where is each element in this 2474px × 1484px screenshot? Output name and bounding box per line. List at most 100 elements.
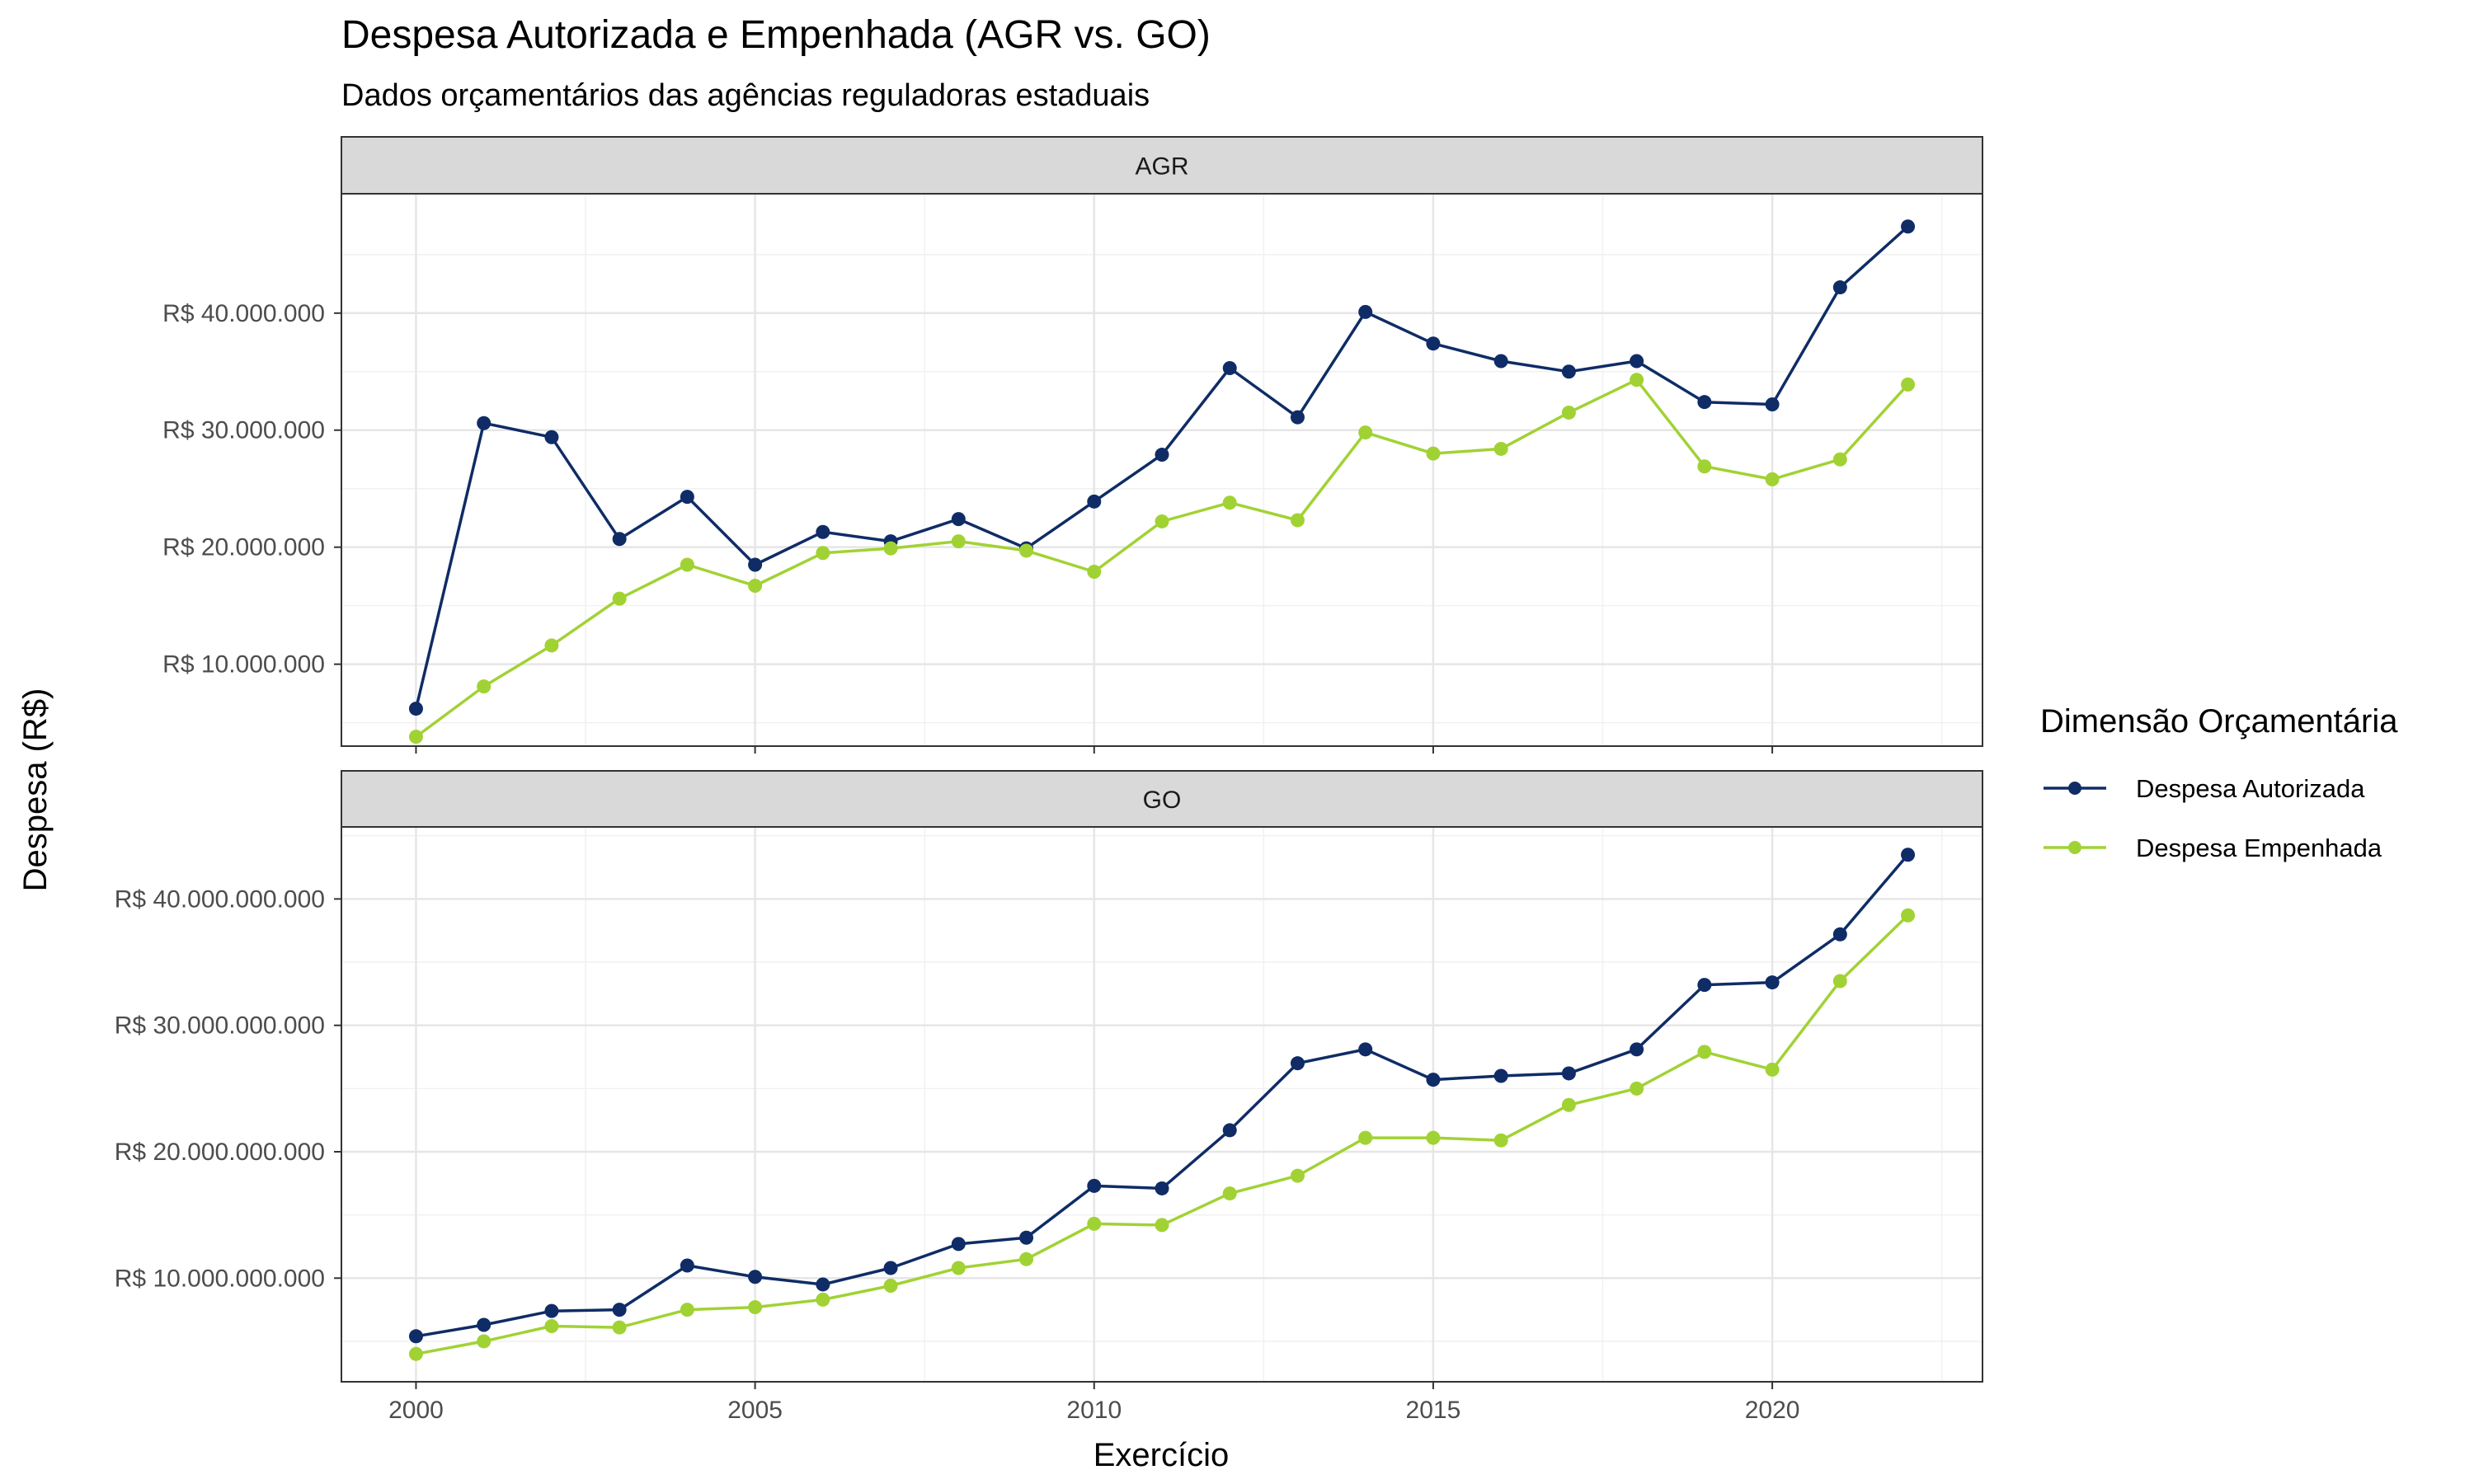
data-point-autorizada [951, 512, 966, 527]
data-point-empenhada [1697, 459, 1712, 474]
strip-label-go: GO [1143, 787, 1182, 814]
data-point-empenhada [1901, 377, 1916, 392]
data-point-autorizada [1901, 219, 1916, 234]
data-point-autorizada [1222, 361, 1237, 376]
panel-go: GO R$ 10.000.000.000 R$ 20.000.000.000 R$ 3… [115, 770, 1983, 1424]
y-tick-label: R$ 20.000.000 [162, 534, 325, 561]
data-point-empenhada [544, 638, 559, 653]
y-tick-label: R$ 40.000.000.000 [115, 885, 325, 913]
data-point-empenhada [951, 1261, 966, 1275]
data-point-autorizada [883, 1261, 898, 1275]
strip-label-agr: AGR [1135, 153, 1188, 181]
strip-agr [341, 136, 1983, 195]
data-point-empenhada [1630, 373, 1644, 387]
data-point-autorizada [1697, 395, 1712, 410]
data-point-empenhada [1019, 543, 1034, 558]
data-point-empenhada [544, 1319, 559, 1334]
data-point-empenhada [1155, 1218, 1169, 1233]
data-point-empenhada [1493, 1133, 1508, 1148]
data-point-autorizada [1765, 397, 1780, 412]
data-point-empenhada [1426, 446, 1441, 461]
x-tick-label: 2005 [727, 1397, 783, 1424]
chart-title: Despesa Autorizada e Empenhada (AGR vs. … [341, 13, 1211, 57]
data-point-autorizada [816, 524, 830, 539]
data-point-empenhada [1155, 514, 1169, 528]
data-point-autorizada [1087, 1178, 1102, 1193]
data-point-autorizada [1155, 448, 1169, 463]
data-point-autorizada [1630, 354, 1644, 369]
data-point-autorizada [1697, 978, 1712, 993]
data-point-autorizada [1493, 1068, 1508, 1083]
data-point-autorizada [1358, 1042, 1373, 1057]
x-tick-label: 2000 [388, 1397, 444, 1424]
data-point-empenhada [1222, 495, 1237, 510]
panel-background [341, 827, 1982, 1382]
data-point-empenhada [1426, 1130, 1441, 1145]
data-point-autorizada [1290, 410, 1305, 425]
data-point-empenhada [1222, 1186, 1237, 1201]
x-tick-label: 2020 [1745, 1397, 1800, 1424]
data-point-empenhada [1901, 908, 1916, 923]
data-point-empenhada [1358, 425, 1373, 440]
data-point-autorizada [1901, 848, 1916, 862]
data-point-autorizada [816, 1277, 830, 1292]
x-tick-label: 2010 [1066, 1397, 1122, 1424]
data-point-autorizada [1290, 1056, 1305, 1071]
data-point-autorizada [1561, 364, 1576, 379]
data-point-autorizada [544, 1303, 559, 1318]
data-point-empenhada [408, 1346, 423, 1361]
data-point-autorizada [1019, 1230, 1034, 1245]
data-point-autorizada [1222, 1123, 1237, 1138]
panels: AGR R$ 10.000.000 R$ 20.000.000 R$ 30.000.0… [115, 136, 1983, 1424]
data-point-empenhada [477, 1334, 492, 1349]
legend-label-empenhada: Despesa Empenhada [2136, 834, 2382, 862]
data-point-autorizada [1426, 1073, 1441, 1087]
x-axis-title: Exercício [1094, 1437, 1230, 1473]
data-point-autorizada [408, 702, 423, 716]
y-tick-label: R$ 30.000.000.000 [115, 1012, 325, 1040]
data-point-autorizada [1561, 1066, 1576, 1081]
data-point-autorizada [1358, 304, 1373, 319]
data-point-empenhada [951, 534, 966, 549]
data-point-autorizada [477, 416, 492, 430]
y-tick-label: R$ 30.000.000 [162, 417, 325, 444]
data-point-empenhada [1290, 1168, 1305, 1183]
data-point-empenhada [1832, 452, 1847, 467]
legend-key-point-empenhada [2068, 841, 2081, 854]
strip-go [341, 770, 1983, 828]
data-point-empenhada [408, 730, 423, 744]
data-point-empenhada [1630, 1081, 1644, 1096]
data-point-autorizada [477, 1317, 492, 1332]
data-point-autorizada [612, 532, 627, 547]
data-point-empenhada [1493, 441, 1508, 456]
y-tick-label: R$ 40.000.000 [162, 300, 325, 327]
data-point-empenhada [1087, 1216, 1102, 1231]
data-point-autorizada [680, 1258, 694, 1273]
y-tick-label: R$ 10.000.000 [162, 651, 325, 679]
legend: Dimensão Orçamentária Despesa Autorizada… [2040, 703, 2398, 862]
data-point-autorizada [1832, 927, 1847, 942]
data-point-autorizada [1426, 336, 1441, 351]
data-point-empenhada [883, 1278, 898, 1293]
data-point-empenhada [1765, 472, 1780, 486]
y-tick-label: R$ 10.000.000.000 [115, 1265, 325, 1292]
legend-item-autorizada: Despesa Autorizada [2044, 774, 2365, 803]
data-point-empenhada [1290, 513, 1305, 528]
data-point-empenhada [1358, 1130, 1373, 1145]
legend-item-empenhada: Despesa Empenhada [2044, 834, 2382, 862]
data-point-empenhada [477, 679, 492, 694]
data-point-empenhada [883, 541, 898, 556]
data-point-empenhada [816, 546, 830, 561]
data-point-autorizada [748, 557, 763, 572]
data-point-empenhada [1697, 1045, 1712, 1059]
legend-label-autorizada: Despesa Autorizada [2136, 774, 2365, 803]
chart-subtitle: Dados orçamentários das agências regulad… [341, 78, 1150, 113]
data-point-empenhada [680, 1303, 694, 1317]
data-point-empenhada [1832, 974, 1847, 989]
data-point-empenhada [1087, 564, 1102, 579]
data-point-autorizada [612, 1303, 627, 1317]
data-point-autorizada [951, 1237, 966, 1252]
data-point-autorizada [1493, 354, 1508, 369]
data-point-empenhada [748, 579, 763, 594]
